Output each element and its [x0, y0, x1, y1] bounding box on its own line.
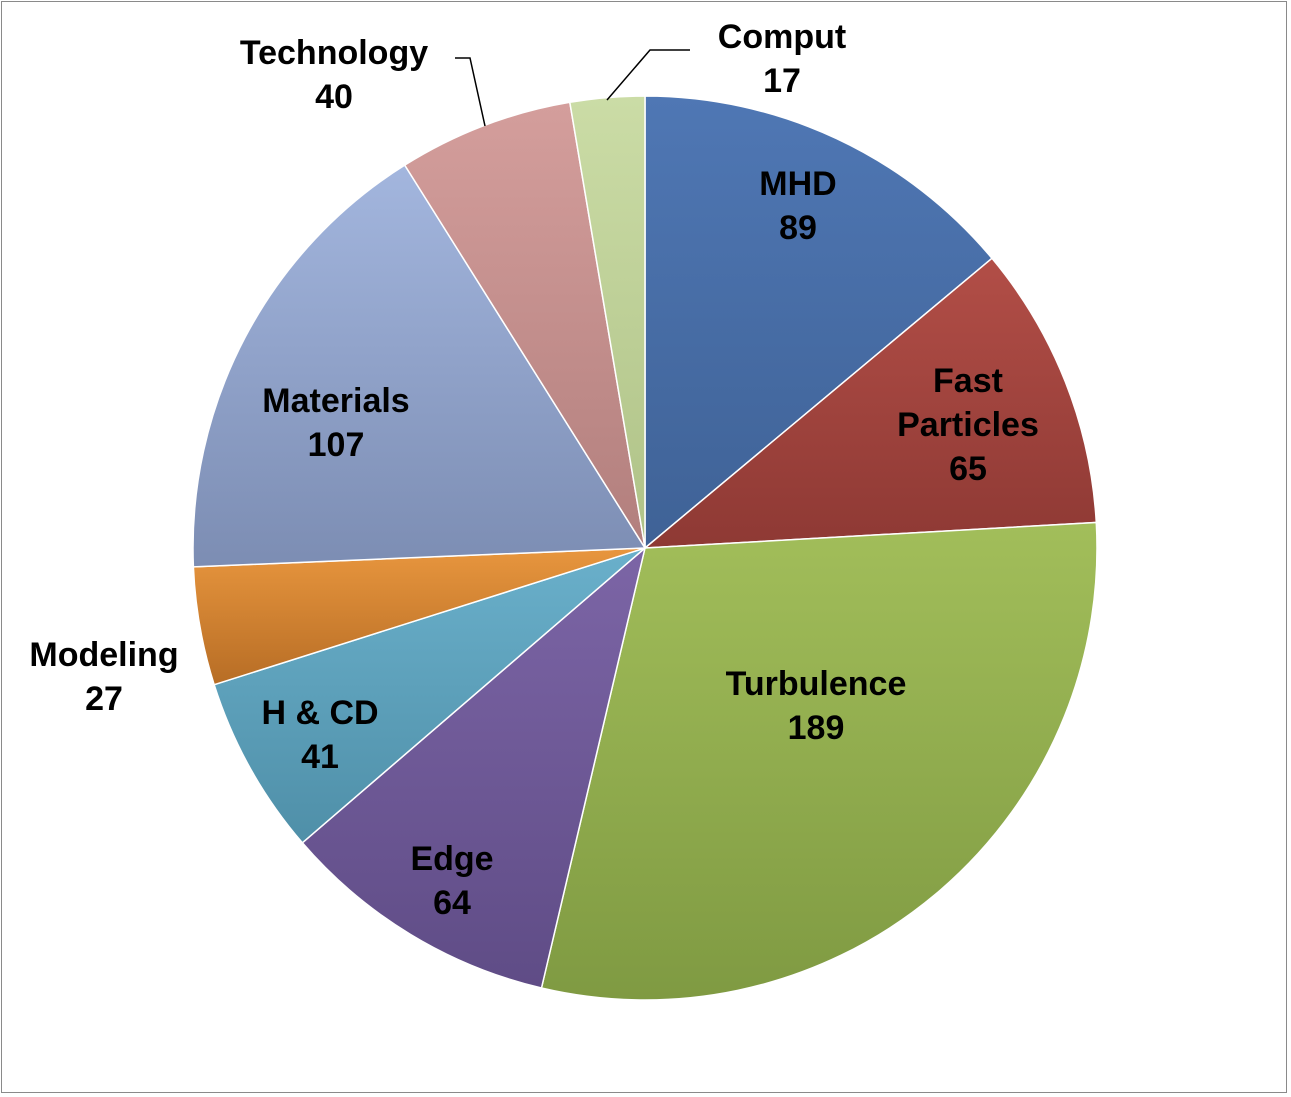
value-materials: 107 — [308, 426, 365, 464]
value-modeling: 27 — [85, 680, 123, 718]
label-fast-particles: Fast Particles 65 — [897, 362, 1039, 488]
value-fast-particles: 65 — [949, 450, 987, 488]
slice-fast-particles — [642, 257, 1098, 549]
name-modeling: Modeling — [29, 636, 178, 674]
name-mhd: MHD — [759, 165, 836, 203]
leader-technology — [455, 57, 486, 127]
label-h-cd: H & CD 41 — [261, 694, 378, 776]
slice-labels: MHD 89 Fast Particles 65 Turbulence 189 Edge 64 H… — [29, 18, 1038, 922]
leader-lines — [455, 49, 690, 127]
pie-slices — [192, 95, 1098, 1001]
name-comput: Comput — [718, 18, 846, 56]
value-comput: 17 — [763, 62, 801, 100]
value-mhd: 89 — [779, 209, 817, 247]
label-edge: Edge 64 — [410, 840, 493, 922]
slice-h-cd — [213, 547, 646, 844]
name-fast-particles: Particles — [897, 406, 1039, 444]
label-modeling: Modeling 27 — [29, 636, 178, 718]
name-fast-particles: Fast — [933, 362, 1003, 400]
slice-comput — [568, 95, 646, 549]
name-h-cd: H & CD — [261, 694, 378, 732]
label-turbulence: Turbulence 189 — [726, 665, 907, 747]
value-turbulence: 189 — [788, 709, 845, 747]
label-comput: Comput 17 — [718, 18, 846, 100]
label-technology: Technology 40 — [240, 34, 428, 116]
name-edge: Edge — [410, 840, 493, 878]
value-h-cd: 41 — [301, 738, 339, 776]
name-technology: Technology — [240, 34, 428, 72]
leader-comput — [606, 49, 690, 101]
name-materials: Materials — [262, 382, 409, 420]
slice-turbulence — [540, 521, 1098, 1001]
slice-materials — [192, 164, 647, 568]
label-mhd: MHD 89 — [759, 165, 836, 247]
label-materials: Materials 107 — [262, 382, 409, 464]
slice-mhd — [644, 95, 994, 550]
name-turbulence: Turbulence — [726, 665, 907, 703]
value-technology: 40 — [315, 78, 353, 116]
value-edge: 64 — [433, 884, 471, 922]
slice-edge — [301, 545, 647, 989]
